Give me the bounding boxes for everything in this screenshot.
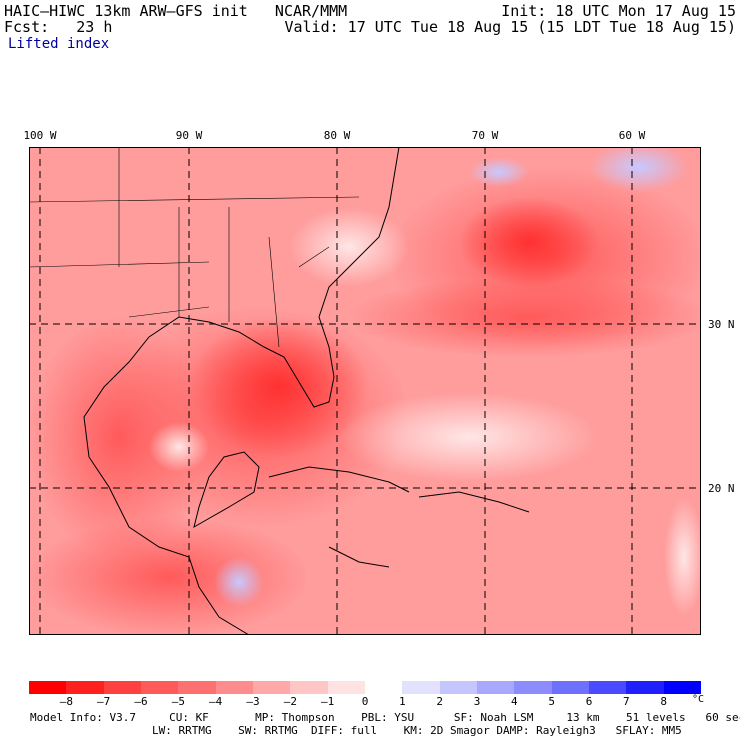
legend-tick: 8 bbox=[660, 695, 667, 708]
legend-tick: –2 bbox=[283, 695, 297, 708]
model-title: HAIC–HIWC 13km ARW–GFS init NCAR/MMM bbox=[4, 2, 348, 20]
legend-swatch bbox=[514, 681, 552, 694]
model-info-line-2: LW: RRTMG SW: RRTMG DIFF: full KM: 2D Sm… bbox=[152, 724, 682, 737]
valid-time: Valid: 17 UTC Tue 18 Aug 15 (15 LDT Tue … bbox=[284, 18, 736, 36]
legend-tick: 6 bbox=[585, 695, 593, 708]
legend-tick: –6 bbox=[134, 695, 148, 708]
lon-label-100w: 100 W bbox=[23, 129, 57, 142]
lon-label-70w: 70 W bbox=[471, 129, 499, 142]
legend-tick: 5 bbox=[548, 695, 555, 708]
legend-tick: –8 bbox=[59, 695, 73, 708]
legend-swatch bbox=[215, 681, 253, 694]
legend-swatch bbox=[364, 681, 403, 694]
legend-unit: °C bbox=[692, 694, 705, 705]
legend-tick: 4 bbox=[511, 695, 518, 708]
legend-swatch bbox=[66, 681, 104, 694]
lon-label-90w: 90 W bbox=[175, 129, 203, 142]
legend-tick: –4 bbox=[209, 695, 223, 708]
init-time: Init: 18 UTC Mon 17 Aug 15 bbox=[501, 2, 736, 20]
lat-lon-grid bbox=[29, 147, 701, 635]
instability-field bbox=[29, 147, 701, 635]
legend-tick: –7 bbox=[97, 695, 111, 708]
legend-tick: –1 bbox=[321, 695, 335, 708]
lon-label-80w: 80 W bbox=[323, 129, 351, 142]
legend-swatch bbox=[551, 681, 589, 694]
legend-swatch bbox=[327, 681, 365, 694]
legend-tick: –3 bbox=[246, 695, 260, 708]
legend-swatch bbox=[439, 681, 477, 694]
field-name: Lifted index bbox=[8, 36, 110, 52]
lat-label-20n: 20 N bbox=[708, 482, 735, 495]
state-borders bbox=[29, 147, 360, 348]
legend-swatch bbox=[29, 681, 67, 694]
lat-label-30n: 30 N bbox=[708, 318, 735, 331]
legend-swatch bbox=[178, 681, 216, 694]
color-legend bbox=[29, 681, 701, 694]
legend-swatch bbox=[290, 681, 328, 694]
legend-swatch bbox=[103, 681, 141, 694]
legend-swatch bbox=[402, 681, 440, 694]
legend-swatch bbox=[252, 681, 291, 694]
map-frame bbox=[29, 147, 701, 635]
lifted-index-map bbox=[29, 147, 701, 635]
legend-swatch bbox=[626, 681, 664, 694]
legend-swatch bbox=[476, 681, 515, 694]
forecast-hour: Fcst: 23 h bbox=[4, 18, 113, 36]
legend-swatch bbox=[663, 681, 701, 694]
legend-tick: 2 bbox=[436, 695, 443, 708]
coastlines bbox=[83, 147, 530, 635]
legend-tick: 7 bbox=[623, 695, 630, 708]
legend-swatch bbox=[140, 681, 179, 694]
lon-label-60w: 60 W bbox=[618, 129, 646, 142]
legend-tick: –5 bbox=[171, 695, 185, 708]
legend-tick: 3 bbox=[473, 695, 481, 708]
legend-swatch bbox=[588, 681, 627, 694]
model-info-line-1: Model Info: V3.7 CU: KF MP: Thompson PBL… bbox=[30, 711, 740, 724]
legend-tick: 0 bbox=[361, 695, 369, 708]
legend-tick: 1 bbox=[399, 695, 406, 708]
legend-tick-labels: –8 –7 –6 –5 –4 –3 –2 –1 0 1 2 3 4 5 6 7 8 bbox=[29, 695, 701, 708]
